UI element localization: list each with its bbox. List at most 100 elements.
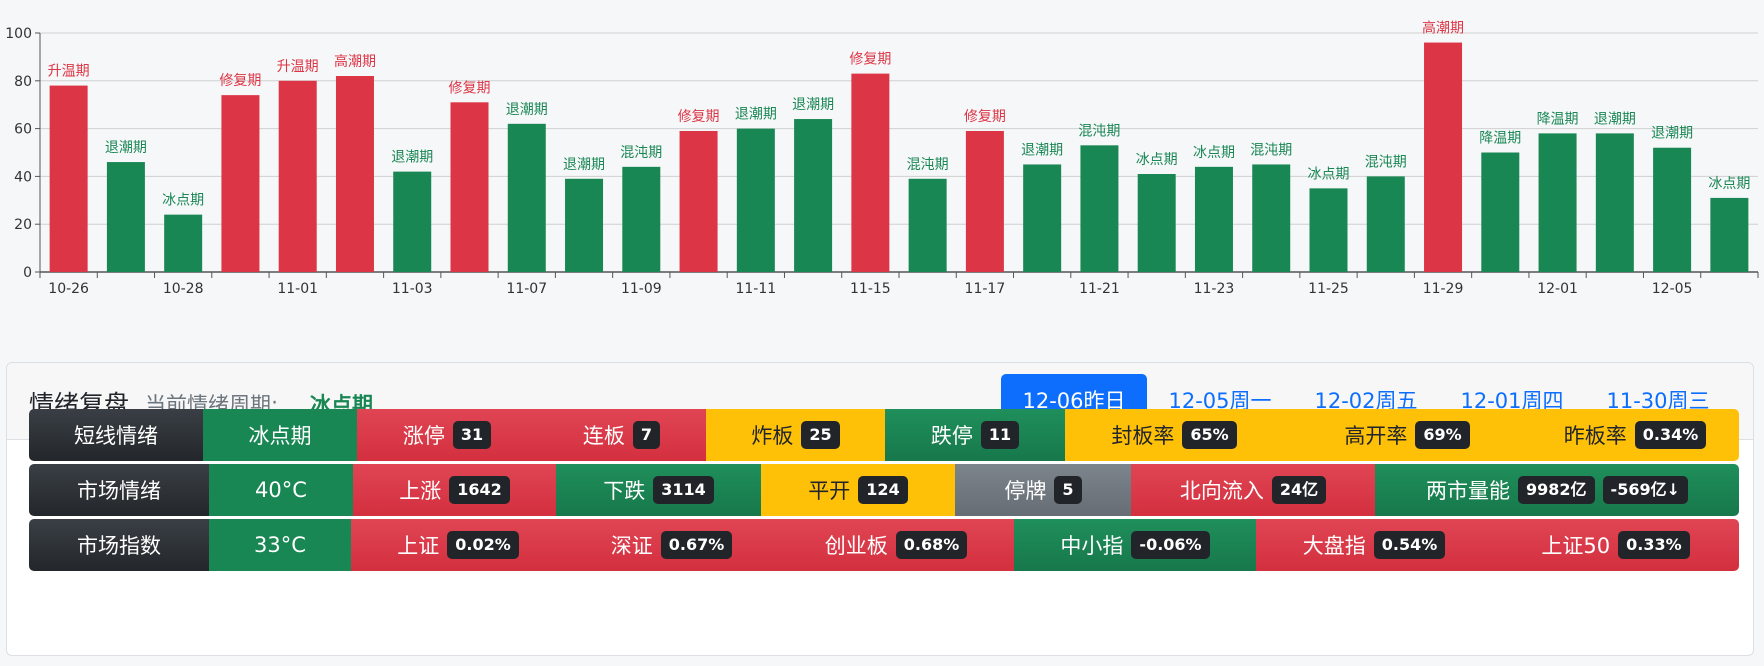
bar-label: 冰点期: [1308, 166, 1350, 182]
stat-label: 深证: [610, 534, 653, 558]
stat-cell: 连板 7: [537, 409, 706, 461]
bar-label: 退潮期: [1651, 126, 1693, 142]
stat-label: 两市量能: [1426, 479, 1510, 503]
bar-label: 修复期: [449, 79, 491, 96]
stat-cell: 市场指数: [29, 519, 209, 571]
stat-cell: 北向流入 24亿: [1131, 464, 1375, 516]
bar-label: 冰点期: [1708, 176, 1750, 192]
stat-label: 炸板: [751, 424, 794, 448]
stat-cell: 高开率 69%: [1283, 409, 1531, 461]
bar: [393, 171, 432, 272]
stat-label: 上证50: [1541, 534, 1611, 558]
y-tick-label: 0: [23, 265, 32, 281]
bar: [1481, 152, 1520, 272]
bar-label: 退潮期: [105, 140, 147, 156]
stat-label: 停牌: [1004, 479, 1047, 503]
stat-label: 33°C: [254, 533, 306, 557]
bar-label: 混沌期: [1365, 154, 1407, 170]
stat-badge: 0.33%: [1618, 531, 1690, 559]
bar: [1366, 176, 1405, 272]
bar-label: 升温期: [48, 64, 90, 80]
x-tick-label: 11-21: [1079, 281, 1120, 297]
x-tick-label: 11-17: [965, 281, 1006, 297]
bar: [851, 73, 890, 272]
bar-label: 冰点期: [162, 193, 204, 209]
y-tick-label: 100: [5, 26, 32, 42]
stat-badge: 31: [452, 421, 492, 449]
bar: [1023, 164, 1062, 272]
bar: [679, 130, 718, 272]
x-tick-label: 11-01: [277, 281, 318, 297]
x-tick-label: 10-26: [48, 281, 89, 297]
stat-label: 跌停: [930, 424, 973, 448]
stat-label: 昨板率: [1563, 424, 1627, 448]
stat-badge: 11: [980, 421, 1020, 449]
stat-badge: 65%: [1182, 421, 1237, 449]
bar-label: 升温期: [277, 59, 319, 75]
stat-label: 大盘指: [1302, 534, 1366, 558]
x-tick-label: 11-23: [1194, 281, 1235, 297]
x-tick-label: 11-07: [506, 281, 547, 297]
x-tick-label: 11-25: [1308, 281, 1349, 297]
stat-badge: 0.68%: [895, 531, 968, 559]
bar: [736, 128, 775, 272]
stat-cell: 上证 0.02%: [351, 519, 565, 571]
bar: [1252, 164, 1291, 272]
stat-label: 中小指: [1060, 534, 1124, 558]
bar-label: 退潮期: [506, 102, 548, 118]
bar: [507, 123, 546, 272]
stat-label: 下跌: [603, 479, 646, 503]
bar-label: 退潮期: [1594, 111, 1636, 127]
x-tick-label: 10-28: [163, 281, 204, 297]
x-tick-label: 11-09: [621, 281, 662, 297]
stat-cell: 上证50 0.33%: [1492, 519, 1739, 571]
stat-badge: 25: [801, 421, 840, 449]
bar-label: 退潮期: [1021, 142, 1063, 158]
x-tick-label: 12-05: [1652, 281, 1693, 297]
bar-label: 冰点期: [1193, 145, 1235, 161]
bar: [1595, 133, 1634, 272]
stat-label: 市场指数: [77, 534, 161, 558]
bar: [1538, 133, 1577, 272]
stat-cell: 大盘指 0.54%: [1256, 519, 1492, 571]
bar: [106, 162, 145, 272]
stat-cell: 上涨 1642: [353, 464, 556, 516]
stat-badge: 5: [1054, 476, 1082, 504]
bar-label: 修复期: [678, 108, 720, 125]
stat-badge: 0.34%: [1634, 421, 1707, 449]
bar-label: 混沌期: [1250, 142, 1292, 158]
bar: [450, 102, 489, 272]
x-tick-label: 12-01: [1537, 281, 1578, 297]
stat-label: 涨停: [402, 424, 445, 448]
bar-label: 高潮期: [334, 53, 376, 70]
x-tick-label: 11-03: [392, 281, 433, 297]
stat-cell: 炸板 25: [706, 409, 885, 461]
bar-label: 退潮期: [391, 150, 433, 166]
bar-label: 修复期: [849, 51, 891, 68]
stat-label: 短线情绪: [74, 424, 158, 448]
stat-cell: 40°C: [209, 464, 353, 516]
y-tick-label: 20: [14, 217, 32, 233]
bar: [49, 85, 88, 272]
stat-badge: 3114: [653, 476, 714, 504]
stat-cell: 涨停 31: [357, 409, 537, 461]
stat-badge: -0.06%: [1131, 531, 1210, 559]
stat-badge: 1642: [449, 476, 510, 504]
stat-label: 封板率: [1111, 424, 1175, 448]
stat-label: 冰点期: [248, 424, 312, 448]
stat-cell: 创业板 0.68%: [778, 519, 1014, 571]
bar: [794, 119, 833, 272]
stat-cell: 停牌 5: [955, 464, 1131, 516]
bar: [164, 214, 203, 272]
bar-label: 修复期: [219, 72, 261, 89]
stats-row: 短线情绪 冰点期 涨停 31 连板 7 炸板 25 跌停 11 封板率 65% 高开率 69% 昨板率 0.3…: [29, 409, 1739, 461]
bar-label: 退潮期: [735, 107, 777, 123]
stat-badge: 0.67%: [660, 531, 733, 559]
bar-label: 混沌期: [620, 145, 662, 161]
bar-label: 混沌期: [907, 157, 949, 173]
stat-label: 连板: [582, 424, 625, 448]
bar-label: 混沌期: [1078, 123, 1120, 139]
x-tick-label: 11-15: [850, 281, 891, 297]
stat-cell: 冰点期: [203, 409, 357, 461]
bar: [1424, 42, 1463, 273]
